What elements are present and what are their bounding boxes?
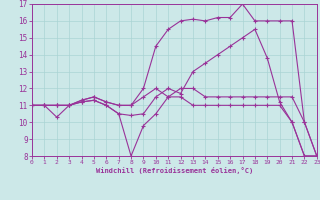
X-axis label: Windchill (Refroidissement éolien,°C): Windchill (Refroidissement éolien,°C) <box>96 167 253 174</box>
